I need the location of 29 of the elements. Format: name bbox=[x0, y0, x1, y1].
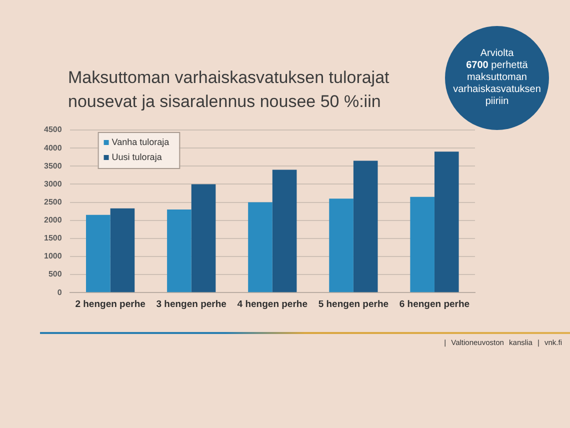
y-tick-label: 500 bbox=[48, 270, 62, 279]
x-tick-label: 6 hengen perhe bbox=[399, 298, 470, 310]
x-tick-label: 5 hengen perhe bbox=[318, 298, 389, 310]
bar bbox=[110, 208, 135, 292]
y-tick-label: 3500 bbox=[44, 161, 62, 170]
bar bbox=[353, 160, 378, 292]
x-tick-label: 3 hengen perhe bbox=[156, 298, 226, 310]
y-tick-label: 2000 bbox=[44, 216, 62, 225]
y-tick-label: 0 bbox=[57, 288, 62, 297]
chart-title: Maksuttoman varhaiskasvatuksen tulorajat nousevat ja sisaralennus nousee 50 %:iin bbox=[68, 67, 390, 113]
y-tick-label: 2500 bbox=[44, 197, 62, 206]
y-tick-label: 3000 bbox=[44, 179, 62, 188]
x-tick-label: 4 hengen perhe bbox=[237, 298, 308, 310]
legend-label: Vanha tuloraja bbox=[112, 136, 170, 147]
x-tick-label: 2 hengen perhe bbox=[75, 298, 146, 310]
bar bbox=[434, 152, 459, 292]
bar bbox=[248, 202, 272, 292]
legend-label: Uusi tuloraja bbox=[112, 152, 162, 162]
bar bbox=[191, 184, 216, 292]
bar bbox=[272, 170, 297, 292]
bar bbox=[167, 209, 192, 292]
bar bbox=[410, 196, 434, 292]
bar bbox=[329, 198, 354, 292]
bar bbox=[86, 214, 110, 292]
circle-badge: Arviolta 6700 perhettä maksuttoman varhaiskasvatuksen piiriin bbox=[445, 26, 549, 130]
y-tick-label: 4000 bbox=[44, 143, 62, 152]
y-tick-label: 1500 bbox=[44, 234, 62, 243]
y-tick-label: 4500 bbox=[44, 125, 62, 134]
y-tick-label: 1000 bbox=[44, 252, 62, 261]
